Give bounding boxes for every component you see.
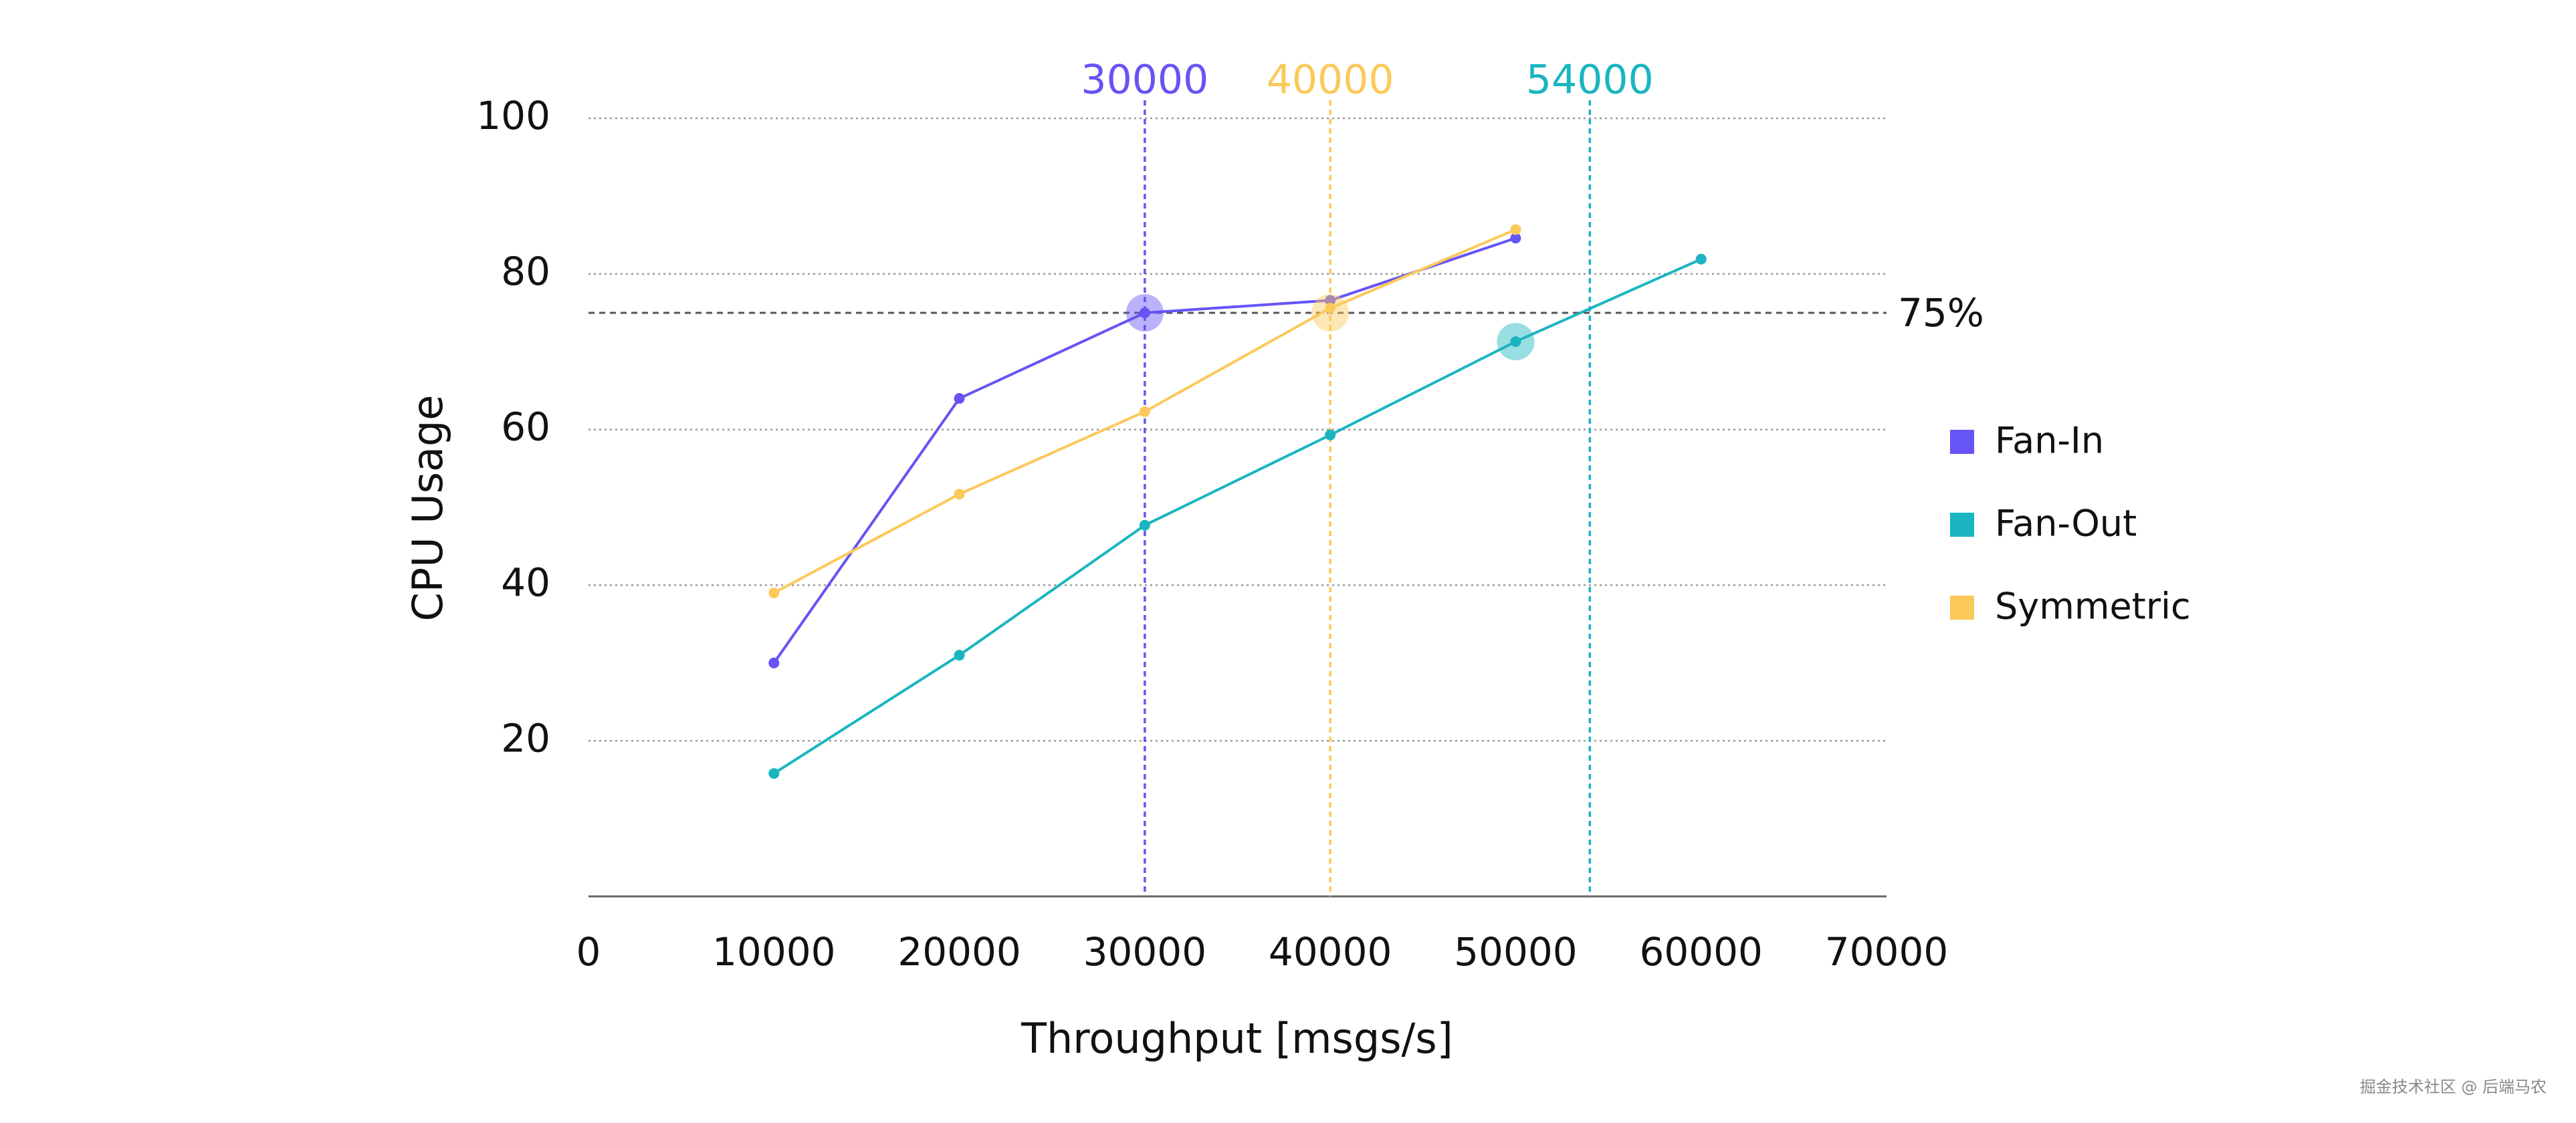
data-point [954,650,965,661]
reference-label: 75% [1898,290,1984,336]
data-point [1695,253,1707,265]
x-tick-label: 30000 [1083,929,1207,975]
legend-swatch [1950,513,1974,537]
highlight-point [1497,323,1535,361]
data-point [768,588,780,599]
legend-label: Fan-Out [1995,503,2137,545]
legend-swatch [1950,430,1974,454]
vertical-marker-label: 54000 [1526,57,1654,104]
x-tick-label: 70000 [1825,929,1949,975]
data-point [954,489,965,500]
data-point [954,393,965,404]
y-tick-label: 20 [501,715,550,761]
data-point [1139,406,1150,417]
vertical-marker-label: 30000 [1081,57,1208,104]
x-tick-label: 20000 [897,929,1021,975]
data-point [1139,519,1150,531]
y-tick-label: 80 [501,249,550,294]
y-axis-title: CPU Usage [403,395,452,622]
data-point [1325,303,1336,314]
watermark: 掘金技术社区 @ 后端马农 [2360,1078,2547,1096]
data-point [1510,336,1521,348]
y-tick-label: 40 [501,560,550,606]
data-point [1510,224,1521,235]
vertical-marker-label: 40000 [1267,57,1394,104]
data-point [768,768,780,779]
highlight-point [1311,294,1350,332]
legend-label: Symmetric [1995,586,2191,628]
data-point [1510,233,1521,244]
y-tick-label: 60 [501,404,550,450]
x-axis-title: Throughput [msgs/s] [1021,1014,1453,1063]
x-tick-label: 10000 [712,929,836,975]
data-point [1139,307,1150,318]
y-tick-label: 100 [476,93,550,138]
data-point [768,657,780,668]
x-tick-label: 60000 [1639,929,1763,975]
highlight-point [1125,294,1164,332]
legend-swatch [1950,596,1974,620]
series-line [773,257,1702,775]
x-tick-label: 40000 [1269,929,1392,975]
data-point [1325,295,1336,306]
data-point [1325,429,1336,441]
x-tick-label: 50000 [1454,929,1578,975]
x-tick-label: 0 [576,929,601,975]
legend-label: Fan-In [1995,420,2104,462]
